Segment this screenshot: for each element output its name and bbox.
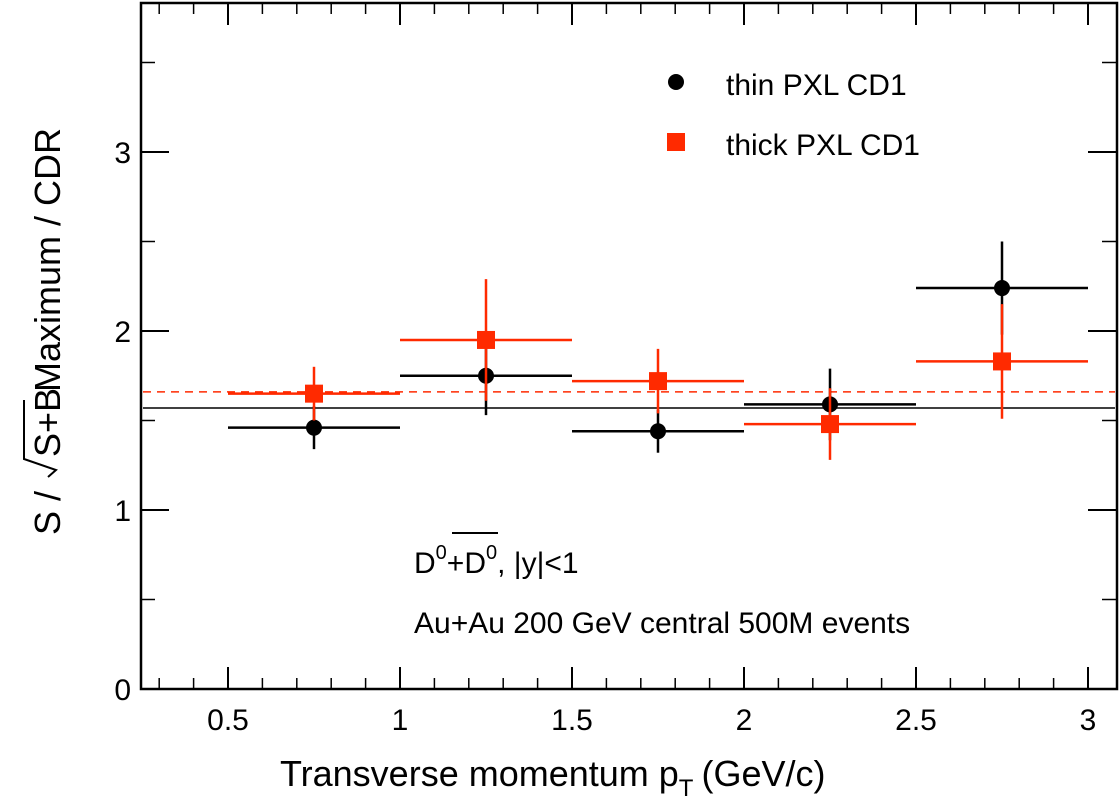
legend-marker-thick <box>667 133 685 151</box>
plot-border <box>139 1 1119 691</box>
legend-label-thin: thin PXL CD1 <box>726 69 907 102</box>
data-point <box>306 419 322 436</box>
data-point <box>649 372 667 391</box>
x-tick-label: 1 <box>392 704 409 737</box>
series-thick <box>228 279 1088 460</box>
x-tick-label: 0.5 <box>207 704 249 737</box>
x-tick-label: 1.5 <box>551 704 593 737</box>
legend-markers <box>667 74 685 151</box>
plot-frame <box>139 1 1119 691</box>
data-point <box>821 415 839 434</box>
y-tick-label: 1 <box>114 495 131 528</box>
y-axis-title: S / S+B Maximum / CDR <box>23 128 68 535</box>
y-axis-title-radicand: S+B <box>27 388 68 457</box>
legend-marker-thin <box>668 74 684 90</box>
annotation-line-2: Au+Au 200 GeV central 500M events <box>414 607 910 640</box>
x-axis-title: Transverse momentum pT (GeV/c) <box>280 753 825 802</box>
annotation: D0+D0, |y|<1 Au+Au 200 GeV central 500M … <box>414 532 910 640</box>
annotation-line-1: D0+D0, |y|<1 <box>414 542 579 580</box>
data-point <box>993 352 1011 371</box>
data-point <box>994 280 1010 297</box>
y-tick-label: 0 <box>114 674 131 707</box>
y-axis-title-prefix: S / <box>27 491 68 535</box>
data-point <box>305 384 323 403</box>
x-tick-label: 3 <box>1080 704 1097 737</box>
legend-label-thick: thick PXL CD1 <box>726 129 920 162</box>
series-thin <box>228 241 1088 453</box>
sqrt-sign <box>23 400 58 478</box>
legend: thin PXL CD1 thick PXL CD1 <box>667 69 920 162</box>
axis-ticks: 0.5 1 1.5 2 2.5 3 0 1 2 3 <box>114 3 1116 737</box>
y-tick-label: 2 <box>114 316 131 349</box>
data-point <box>477 330 495 349</box>
x-tick-label: 2.5 <box>895 704 937 737</box>
y-tick-label: 3 <box>114 137 131 170</box>
data-series <box>228 241 1088 460</box>
x-tick-label: 2 <box>736 704 753 737</box>
data-point <box>650 423 666 440</box>
y-axis-title-suffix: Maximum / CDR <box>27 128 68 392</box>
